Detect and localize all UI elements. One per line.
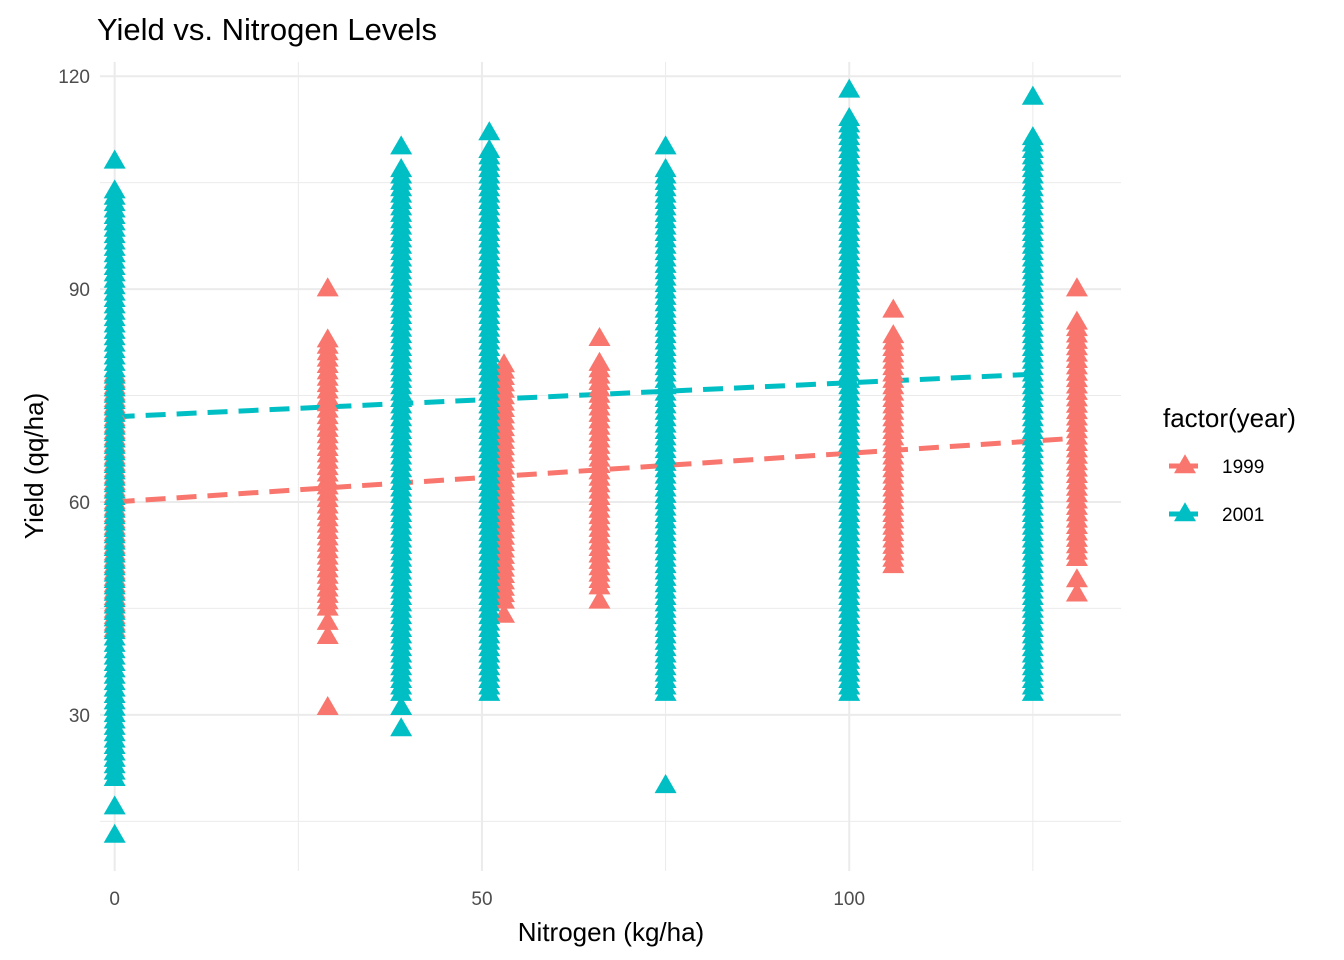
point-column bbox=[1065, 277, 1088, 602]
legend: factor(year) 1999 2001 bbox=[1163, 403, 1296, 526]
data-point bbox=[654, 135, 677, 155]
data-point bbox=[316, 625, 339, 645]
data-point bbox=[1021, 85, 1044, 105]
data-point bbox=[390, 135, 413, 155]
x-tick-label: 0 bbox=[109, 889, 120, 910]
x-tick-label: 100 bbox=[833, 889, 865, 910]
data-point bbox=[588, 589, 611, 609]
point-column bbox=[654, 135, 677, 794]
x-tick-label: 50 bbox=[471, 889, 492, 910]
legend-label: 2001 bbox=[1222, 505, 1264, 526]
x-axis-title: Nitrogen (kg/ha) bbox=[518, 917, 704, 947]
data-point bbox=[882, 298, 905, 318]
y-tick-label: 60 bbox=[69, 493, 90, 514]
series-1999 bbox=[103, 277, 1088, 716]
data-point bbox=[588, 326, 611, 347]
data-point bbox=[1065, 582, 1088, 602]
point-column bbox=[838, 78, 861, 701]
point-column bbox=[103, 149, 126, 843]
legend-key-marker bbox=[1174, 502, 1196, 522]
data-point bbox=[103, 149, 126, 169]
point-column bbox=[390, 135, 413, 737]
legend-item-1999: 1999 bbox=[1169, 454, 1264, 478]
legend-item-2001: 2001 bbox=[1169, 502, 1264, 526]
point-column bbox=[882, 298, 905, 574]
point-column bbox=[1021, 85, 1044, 701]
data-point bbox=[838, 106, 861, 127]
data-point bbox=[103, 823, 126, 843]
data-point bbox=[1021, 126, 1044, 146]
grid bbox=[100, 62, 1121, 871]
data-point bbox=[390, 717, 413, 737]
tick-labels: 0 50 100 30 60 90 120 bbox=[58, 67, 865, 910]
y-tick-label: 30 bbox=[69, 706, 90, 727]
data-point bbox=[103, 179, 126, 199]
data-point bbox=[478, 121, 501, 141]
chart-title: Yield vs. Nitrogen Levels bbox=[97, 12, 437, 47]
data-point bbox=[654, 158, 677, 178]
y-tick-label: 120 bbox=[58, 67, 90, 88]
legend-label: 1999 bbox=[1222, 457, 1264, 478]
legend-title: factor(year) bbox=[1163, 403, 1296, 433]
data-point bbox=[1065, 568, 1088, 588]
data-point bbox=[478, 138, 501, 158]
y-axis-title: Yield (qq/ha) bbox=[19, 393, 49, 539]
point-column bbox=[478, 121, 501, 701]
data-point bbox=[103, 795, 126, 815]
data-point bbox=[390, 158, 413, 178]
data-point bbox=[882, 324, 905, 344]
point-column bbox=[316, 277, 339, 716]
data-point bbox=[316, 328, 339, 348]
data-point bbox=[316, 695, 339, 716]
legend-key-marker bbox=[1174, 454, 1196, 474]
series-2001 bbox=[103, 78, 1044, 843]
data-point bbox=[492, 603, 515, 623]
data-point bbox=[390, 695, 413, 716]
data-point bbox=[588, 351, 611, 371]
data-point bbox=[316, 610, 339, 630]
data-points bbox=[103, 78, 1088, 843]
point-column bbox=[588, 326, 611, 609]
y-tick-label: 90 bbox=[69, 280, 90, 301]
data-point bbox=[654, 774, 677, 794]
data-point bbox=[1065, 310, 1088, 330]
data-point bbox=[316, 277, 339, 297]
data-point bbox=[838, 78, 861, 98]
data-point bbox=[1065, 277, 1088, 297]
